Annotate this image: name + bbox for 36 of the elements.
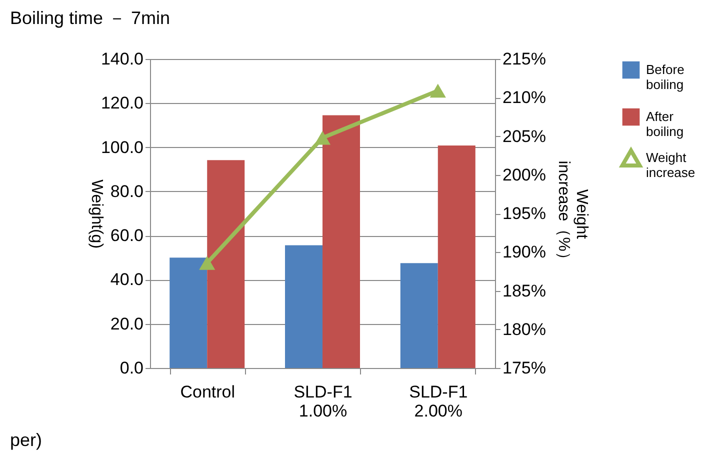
legend-label: Weight increase [646,150,696,180]
bar [170,258,208,368]
bar [438,146,476,368]
y-tick-label: 40.0 [110,270,144,290]
y-tick-label: 100.0 [100,138,144,157]
y2-axis-title: Weight increase（%） [554,160,590,268]
y-axis-title: Weight(g) [88,179,105,249]
y-tick-label: 20.0 [110,314,144,334]
bar [322,115,360,368]
y-tick-label: 80.0 [110,182,144,201]
y-tick-label: 0.0 [120,358,144,378]
point [199,256,216,270]
y-tick-label: 120.0 [100,94,144,113]
y2-tick-label: 215% [502,50,546,68]
legend-label: Before boiling [646,62,684,92]
x-tick-label: Control [180,382,236,402]
legend-label: After boiling [646,109,684,139]
y-tick-label: 60.0 [110,226,144,246]
bar [207,160,245,368]
x-tick-label: SLD-F1 2.00% [409,382,468,420]
y2-tick-label: 190% [502,242,546,262]
y2-tick-label: 185% [502,281,546,300]
bar [285,245,322,368]
y-tick-label: 140.0 [100,50,144,68]
y2-tick-label: 210% [502,88,546,108]
point [314,130,331,145]
point [430,84,446,98]
x-tick-label: SLD-F1 1.00% [294,382,352,420]
bar [400,263,438,368]
chart-title: Boiling time － 7min [10,8,170,28]
y2-tick-label: 195% [502,204,546,223]
y2-tick-label: 200% [502,165,546,184]
text: per) [10,430,42,450]
y2-tick-label: 205% [502,126,546,146]
y2-tick-label: 175% [502,358,546,378]
y2-tick-label: 180% [502,320,546,339]
